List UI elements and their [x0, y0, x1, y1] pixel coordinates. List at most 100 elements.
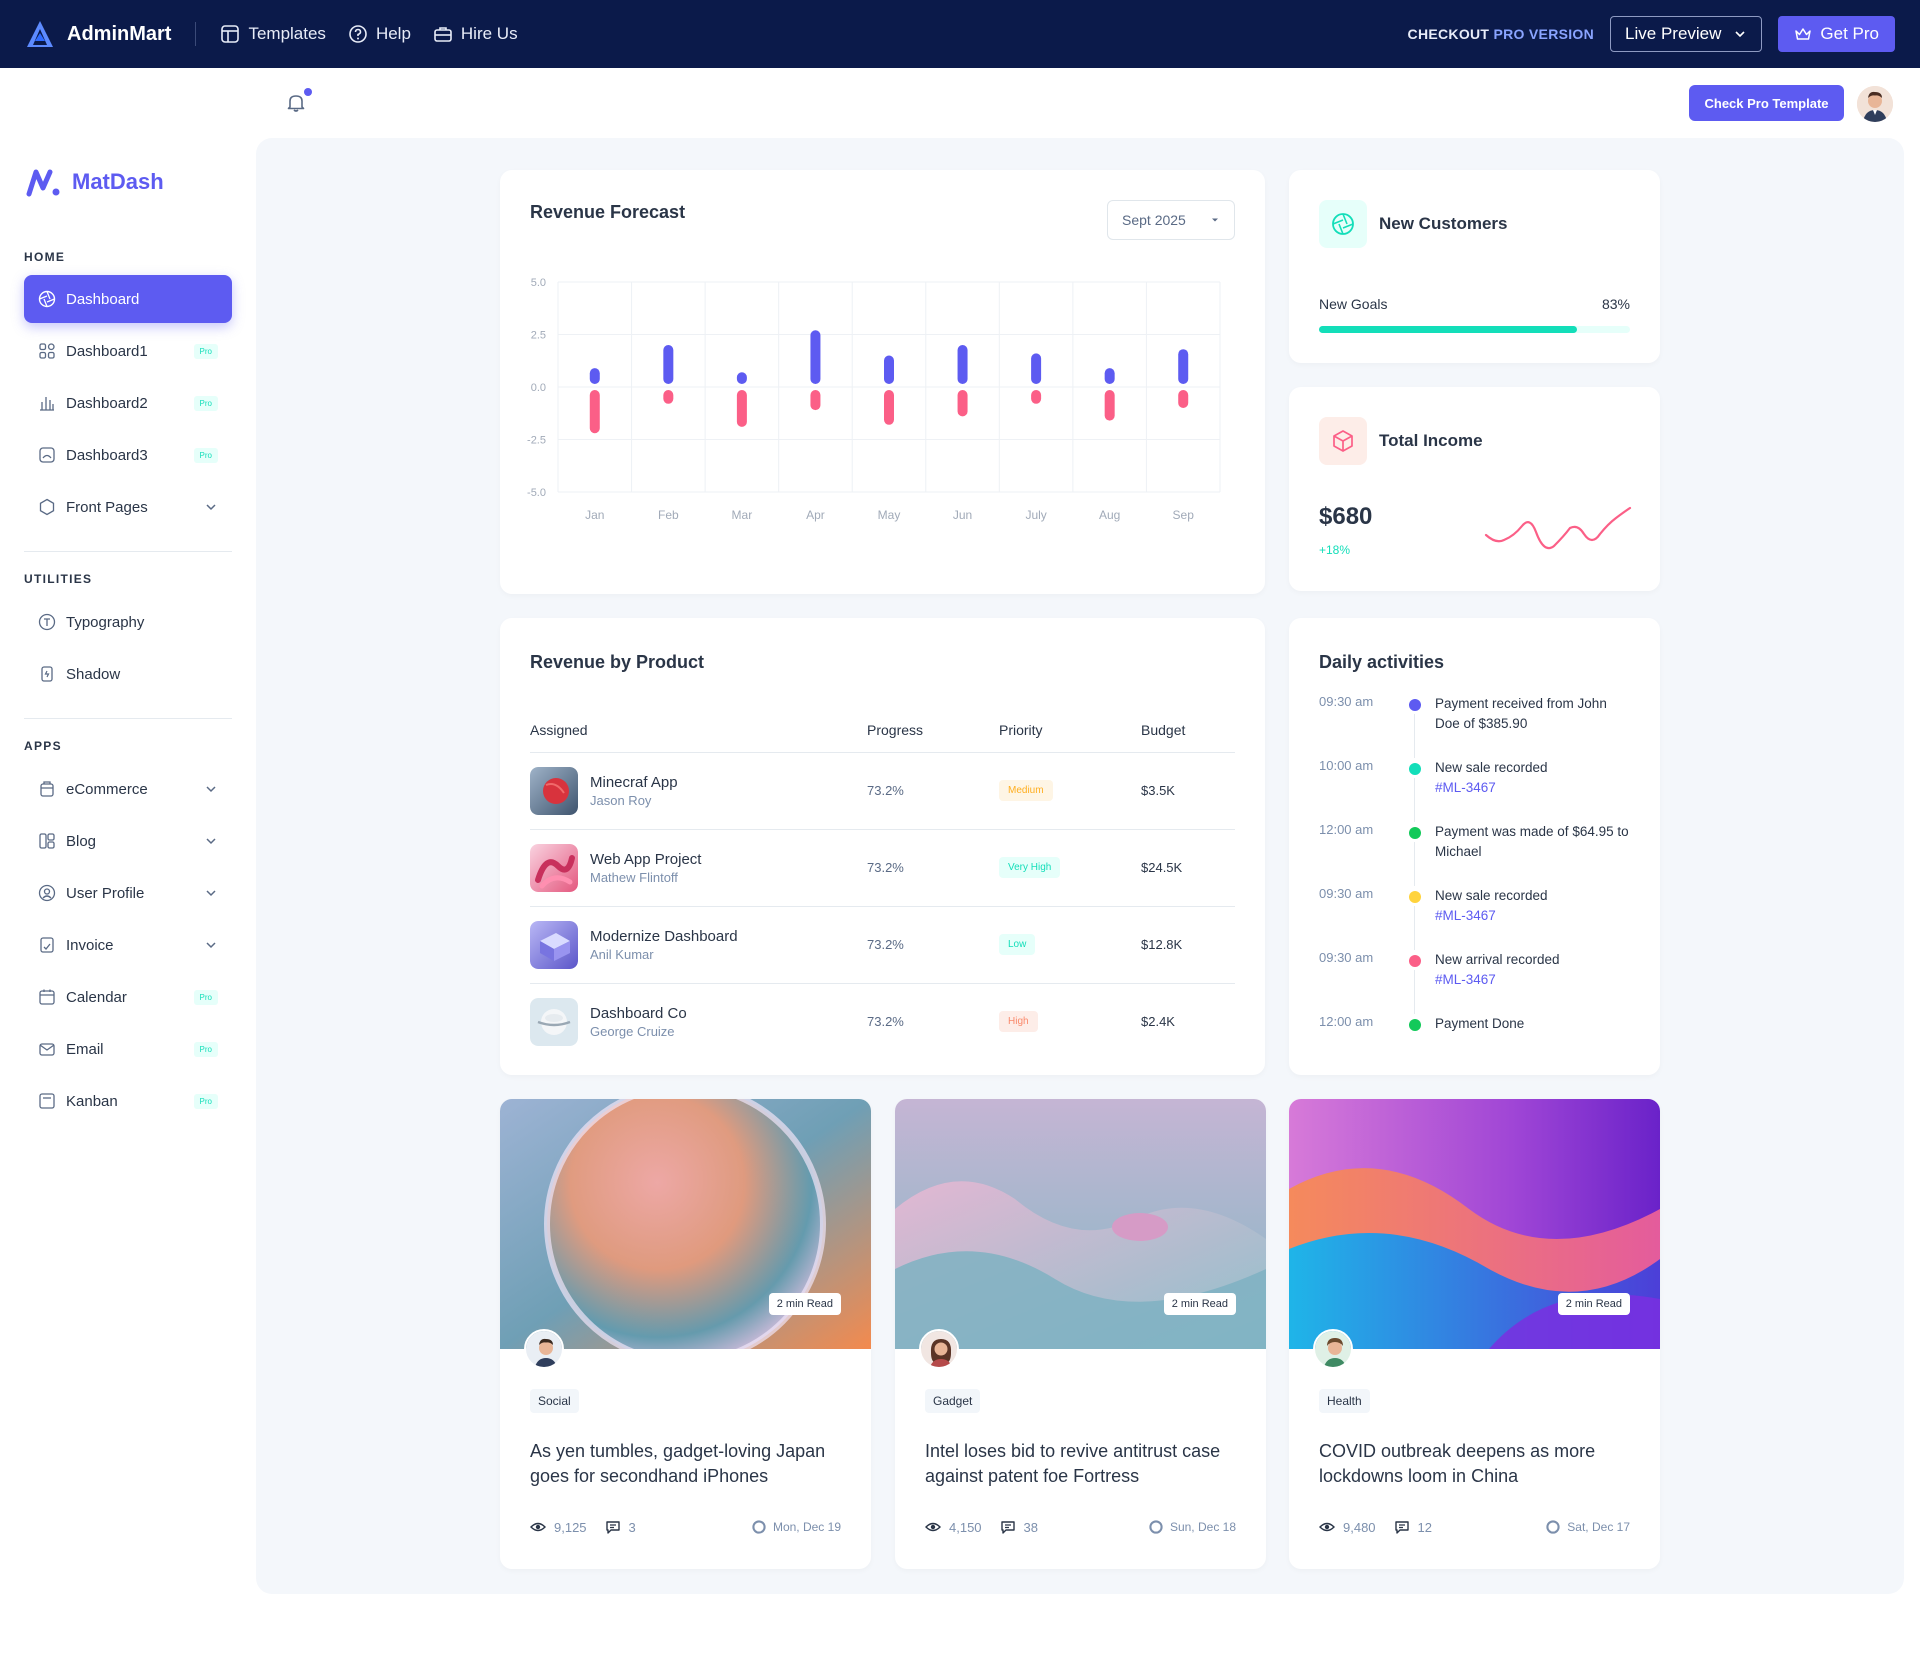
avatar-image: [1857, 86, 1893, 122]
product-thumbnail: [530, 766, 578, 815]
top-banner: AdminMart Templates Help Hire Us CHECKOU…: [0, 0, 1920, 68]
new-customers-title: New Customers: [1379, 214, 1508, 233]
blog-card[interactable]: 2 min Read Health COVID outbreak deepens…: [1289, 1099, 1660, 1569]
sidebar-item-label: Dashboard2: [66, 394, 148, 412]
user-avatar[interactable]: [1857, 86, 1893, 122]
help-circle-icon: [349, 25, 367, 43]
sidebar-item-typography[interactable]: Typography: [24, 598, 232, 646]
pro-badge: Pro: [193, 343, 218, 359]
table-row[interactable]: Minecraf App Jason Roy 73.2% Medium $3.5…: [530, 752, 1235, 830]
caret-down-icon: [1212, 218, 1218, 222]
templates-label: Templates: [248, 24, 326, 43]
blog-title[interactable]: Intel loses bid to revive antitrust case…: [925, 1441, 1221, 1486]
calendar-icon: [39, 989, 55, 1005]
circle-icon: [1546, 1520, 1560, 1534]
activity-time: 12:00 am: [1319, 1014, 1374, 1029]
blog-card[interactable]: 2 min Read Social As yen tumbles, gadget…: [500, 1099, 871, 1569]
bar-positive: [884, 355, 894, 384]
table-row[interactable]: Modernize Dashboard Anil Kumar 73.2% Low…: [530, 906, 1235, 984]
checkout-pro-link[interactable]: CHECKOUT PRO VERSION: [1408, 26, 1594, 42]
blog-title[interactable]: As yen tumbles, gadget-loving Japan goes…: [530, 1441, 826, 1486]
period-select[interactable]: Sept 2025: [1107, 200, 1235, 240]
revenue-by-product-card: Revenue by Product Assigned Progress Pri…: [500, 618, 1265, 1075]
layout-icon: [221, 25, 240, 43]
table-row[interactable]: Web App Project Mathew Flintoff 73.2% Ve…: [530, 829, 1235, 907]
hire-us-label: Hire Us: [460, 24, 518, 43]
blog-category-tag[interactable]: Health: [1319, 1389, 1370, 1413]
activity-link[interactable]: #ML-3467: [1435, 972, 1496, 987]
blog-category-tag[interactable]: Social: [530, 1389, 579, 1413]
activity-link[interactable]: #ML-3467: [1435, 908, 1496, 923]
product-table: Assigned Progress Priority Budget Minecr…: [530, 708, 1235, 1060]
author-avatar[interactable]: [1313, 1329, 1353, 1369]
sidebar-item-dashboard3[interactable]: Dashboard3 Pro: [24, 431, 232, 479]
topbar-divider: [195, 22, 197, 46]
bar-negative: [663, 390, 674, 404]
x-tick-label: Feb: [658, 508, 679, 522]
activity-time: 09:30 am: [1319, 694, 1374, 709]
sidebar-item-shadow[interactable]: Shadow: [24, 650, 232, 698]
sidebar-item-kanban[interactable]: Kanban Pro: [24, 1077, 232, 1125]
product-name: Web App Project: [590, 850, 702, 868]
chevron-down-icon: [1735, 31, 1745, 38]
message-icon: [1394, 1521, 1409, 1534]
sidebar-item-front-pages[interactable]: Front Pages: [24, 483, 232, 531]
matdash-logo[interactable]: MatDash: [26, 166, 164, 198]
sidebar-item-label: Typography: [66, 613, 145, 631]
get-pro-button[interactable]: Get Pro: [1778, 16, 1895, 52]
hire-us-link[interactable]: Hire Us: [433, 24, 518, 44]
revenue-forecast-chart: 5.0 2.5 0.0 -2.5 -5.0 Jan Feb Mar Apr May Jun July A…: [527, 277, 1221, 522]
section-home: HOME: [24, 250, 66, 264]
timeline-line: [1414, 778, 1415, 822]
product-cell: Dashboard Co George Cruize: [530, 997, 867, 1046]
activity-item: 12:00 am Payment was made of $64.95 to M…: [1319, 822, 1639, 886]
adminmart-logo[interactable]: AdminMart: [25, 19, 171, 49]
check-pro-template-button[interactable]: Check Pro Template: [1689, 85, 1844, 121]
activity-text: New sale recorded: [1435, 760, 1548, 775]
sidebar-item-user-profile[interactable]: User Profile: [24, 869, 232, 917]
activity-text: Payment was made of $64.95 to Michael: [1435, 824, 1629, 859]
chevron-down-icon: [206, 890, 216, 897]
y-tick-label: -5.0: [527, 487, 546, 499]
activity-text-block: New arrival recorded #ML-3467: [1435, 950, 1635, 990]
activity-link[interactable]: #ML-3467: [1435, 780, 1496, 795]
sidebar-item-dashboard[interactable]: Dashboard: [24, 275, 232, 323]
x-tick-label: May: [878, 508, 901, 522]
blog-meta: 9,125 3 Mon, Dec 19: [530, 1519, 841, 1535]
author-avatar[interactable]: [919, 1329, 959, 1369]
help-link[interactable]: Help: [348, 24, 411, 44]
daily-activities-title: Daily activities: [1319, 652, 1445, 672]
sidebar-item-email[interactable]: Email Pro: [24, 1025, 232, 1073]
templates-link[interactable]: Templates: [220, 24, 326, 44]
x-tick-label: Jan: [585, 508, 604, 522]
y-tick-label: -2.5: [527, 435, 546, 447]
author-avatar[interactable]: [524, 1329, 564, 1369]
get-pro-label: Get Pro: [1820, 24, 1879, 43]
post-date: Sun, Dec 18: [1169, 1520, 1236, 1534]
live-preview-button[interactable]: Live Preview: [1610, 16, 1763, 52]
invoice-icon: [40, 937, 54, 953]
daily-activities-card: Daily activities 09:30 am Payment receiv…: [1289, 618, 1660, 1075]
sidebar-item-dashboard1[interactable]: Dashboard1 Pro: [24, 327, 232, 375]
help-label: Help: [375, 24, 411, 43]
sidebar-item-ecommerce[interactable]: eCommerce: [24, 765, 232, 813]
circle-icon: [1149, 1520, 1163, 1534]
blog-icon: [39, 833, 55, 849]
chart-pie-icon: [39, 447, 55, 463]
avatar-image: [921, 1331, 957, 1367]
sidebar-item-blog[interactable]: Blog: [24, 817, 232, 865]
activity-text: New sale recorded: [1435, 888, 1548, 903]
sidebar-item-invoice[interactable]: Invoice: [24, 921, 232, 969]
sidebar-item-label: Front Pages: [66, 498, 148, 516]
blog-card[interactable]: 2 min Read Gadget Intel loses bid to rev…: [895, 1099, 1266, 1569]
table-row[interactable]: Dashboard Co George Cruize 73.2% High $2…: [530, 983, 1235, 1060]
assignee-name: Mathew Flintoff: [590, 869, 678, 885]
sidebar-item-dashboard2[interactable]: Dashboard2 Pro: [24, 379, 232, 427]
period-value: Sept 2025: [1122, 212, 1186, 228]
sidebar-item-calendar[interactable]: Calendar Pro: [24, 973, 232, 1021]
bell-icon[interactable]: [284, 90, 308, 114]
blog-category-tag[interactable]: Gadget: [925, 1389, 981, 1413]
activity-text: New arrival recorded: [1435, 952, 1560, 967]
user-circle-icon: [38, 884, 56, 902]
blog-title[interactable]: COVID outbreak deepens as more lockdowns…: [1319, 1441, 1596, 1486]
